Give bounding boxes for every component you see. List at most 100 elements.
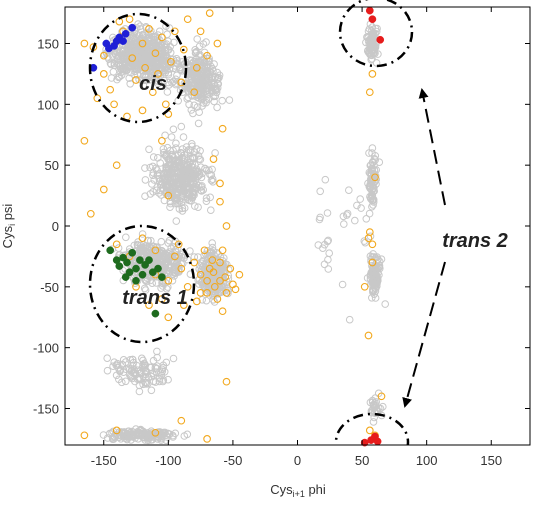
background-point [316, 213, 324, 222]
background-point [186, 178, 194, 186]
background-point [345, 315, 354, 324]
background-point [163, 143, 172, 152]
x-tick-label: 150 [480, 453, 502, 468]
background-point [178, 207, 187, 215]
y-tick-label: -150 [33, 402, 59, 417]
data-point [80, 39, 89, 48]
background-point [320, 260, 329, 269]
background-point [209, 287, 217, 296]
data-point [138, 234, 147, 243]
background-point [206, 193, 214, 202]
background-point [356, 195, 365, 203]
background-point [172, 139, 180, 148]
data-point [154, 264, 162, 273]
background-point [113, 359, 122, 368]
background-point [156, 63, 164, 71]
background-point [371, 177, 380, 185]
data-point [208, 256, 217, 264]
background-point [124, 431, 132, 440]
data-point [183, 15, 192, 24]
data-point [138, 270, 147, 279]
background-point [167, 133, 176, 141]
background-point [124, 62, 133, 70]
data-point [99, 185, 108, 194]
background-point [149, 153, 158, 161]
background-point [115, 375, 123, 384]
background-point [155, 58, 164, 67]
background-point [153, 353, 161, 362]
background-point [172, 79, 180, 87]
background-point [193, 80, 201, 89]
background-point [142, 76, 150, 85]
background-point [202, 194, 211, 202]
background-point [191, 92, 199, 100]
background-point [183, 193, 192, 201]
background-point [208, 73, 216, 81]
background-point [213, 80, 222, 88]
data-point [203, 51, 211, 60]
background-point [125, 370, 134, 379]
data-point [222, 222, 231, 230]
data-point [213, 39, 222, 48]
background-point [160, 196, 169, 205]
series-cis [89, 23, 137, 72]
data-point [154, 70, 162, 78]
y-tick-label: 0 [52, 219, 59, 234]
background-point [121, 377, 130, 386]
background-point [160, 150, 169, 159]
data-point [170, 252, 179, 261]
background-point [155, 169, 164, 178]
data-point [151, 246, 160, 255]
background-point [145, 145, 153, 154]
background-point [120, 429, 128, 437]
data-point [373, 437, 382, 446]
background-point [338, 280, 347, 289]
data-point [158, 136, 166, 145]
background-point [209, 247, 217, 255]
arrow-to-upper-trans2 [418, 88, 446, 206]
annotation-layer: cis trans 1 trans 2 [88, 0, 508, 445]
background-point [147, 386, 156, 395]
background-point [162, 163, 170, 171]
background-point [373, 277, 382, 286]
background-point [112, 371, 121, 380]
data-point [151, 49, 160, 58]
background-point [201, 264, 209, 273]
data-point [368, 70, 377, 78]
data-point [112, 37, 121, 45]
background-point [154, 79, 162, 88]
background-point [366, 182, 375, 190]
background-point [155, 189, 163, 197]
background-point [136, 35, 144, 44]
background-point [224, 287, 233, 295]
background-point [188, 59, 197, 68]
background-point [119, 356, 128, 364]
x-axis-label: Cysi+1 phi [270, 482, 326, 499]
background-point [371, 294, 380, 302]
background-point [143, 47, 151, 56]
background-point [343, 211, 351, 219]
background-point [169, 156, 177, 165]
background-point [103, 354, 111, 363]
background-point [156, 428, 164, 436]
background-point [129, 31, 138, 40]
background-point [366, 192, 374, 201]
x-tick-label: 100 [416, 453, 438, 468]
data-point [93, 94, 102, 103]
background-point [125, 74, 133, 82]
data-point [106, 246, 115, 255]
data-point [196, 289, 205, 297]
background-point [362, 215, 371, 223]
background-point [154, 154, 162, 162]
data-point [226, 264, 235, 273]
background-point [147, 236, 155, 245]
background-point [182, 159, 190, 168]
data-point [151, 428, 160, 437]
data-point [216, 197, 224, 206]
background-point [368, 294, 376, 302]
background-point [156, 256, 165, 264]
background-point [141, 370, 150, 379]
background-point [163, 88, 172, 96]
background-point [103, 366, 112, 375]
background-point [141, 276, 150, 285]
